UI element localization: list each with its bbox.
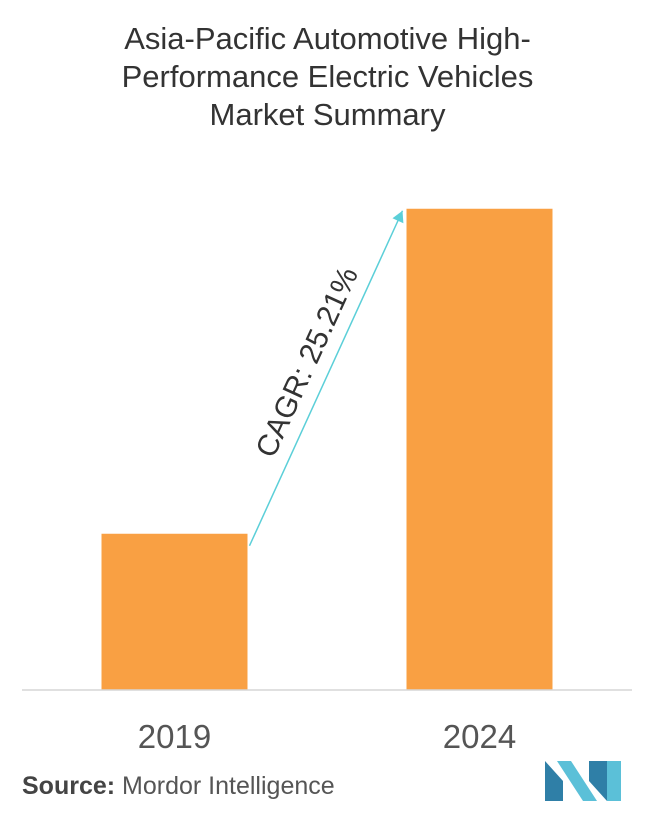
bar-group <box>101 208 553 690</box>
bar-2024 <box>406 208 553 690</box>
chart-title: Asia-Pacific Automotive High- Performanc… <box>0 20 655 134</box>
x-tick-label-2024: 2024 <box>443 718 516 755</box>
cagr-arrow-line <box>248 210 404 547</box>
x-tick-label-2019: 2019 <box>138 718 211 755</box>
source-note: Source: Mordor Intelligence <box>22 772 335 801</box>
cagr-annotation: CAGR: 25.21% <box>248 210 404 547</box>
cagr-label: CAGR: 25.21% <box>250 262 365 462</box>
chart-title-line-3: Market Summary <box>209 97 446 132</box>
source-text: Mordor Intelligence <box>122 772 335 800</box>
bar-2019 <box>101 533 248 690</box>
chart-title-line-2: Performance Electric Vehicles <box>121 59 534 94</box>
x-tick-labels: 2019 2024 <box>138 718 516 755</box>
mordor-intelligence-logo-icon <box>545 761 621 801</box>
chart-title-line-1: Asia-Pacific Automotive High- <box>124 21 531 56</box>
cagr-arrow-head <box>392 210 404 224</box>
source-label: Source: <box>22 772 116 800</box>
